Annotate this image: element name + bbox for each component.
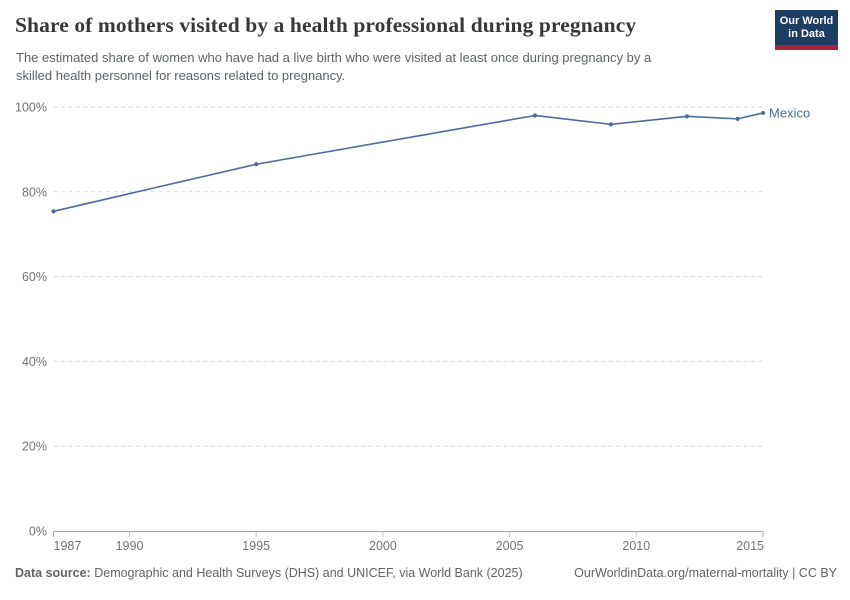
owid-logo: Our World in Data — [775, 10, 838, 50]
data-point — [735, 116, 740, 121]
y-tick-label: 80% — [22, 185, 47, 199]
data-point — [760, 110, 766, 116]
data-source-text: Demographic and Health Surveys (DHS) and… — [94, 566, 523, 580]
y-tick-label: 0% — [29, 525, 47, 539]
owid-logo-line1: Our World — [779, 15, 834, 27]
data-source-label: Data source: — [15, 566, 91, 580]
y-tick-label: 40% — [22, 355, 47, 369]
data-point — [254, 162, 259, 167]
x-tick-label: 1995 — [242, 539, 270, 553]
owid-logo-line2: in Data — [788, 28, 825, 40]
y-tick-label: 60% — [22, 270, 47, 284]
page-title: Share of mothers visited by a health pro… — [15, 13, 637, 37]
data-point — [51, 209, 56, 214]
data-source-note: Data source: Demographic and Health Surv… — [15, 566, 523, 580]
chart-footer: Data source: Demographic and Health Surv… — [15, 566, 837, 580]
line-chart: 0% 20% 40% 60% 80% 100% 1987 1990 1995 2000 2005 20… — [15, 101, 810, 554]
data-point — [532, 113, 538, 118]
y-tick-label: 20% — [22, 440, 47, 454]
y-tick-label: 100% — [15, 101, 47, 115]
x-tick-label: 2000 — [369, 539, 397, 553]
credit-link: OurWorldinData.org/maternal-mortality | … — [574, 566, 837, 580]
x-tick-label: 2005 — [496, 539, 524, 553]
data-line-mexico — [52, 112, 764, 213]
data-point — [684, 114, 690, 119]
data-point — [608, 122, 614, 127]
x-tick-label: 1987 — [54, 539, 82, 553]
entity-label-mexico: Mexico — [769, 105, 810, 120]
x-tick-label: 1990 — [116, 539, 144, 553]
x-tick-label: 2015 — [736, 539, 764, 553]
x-tick-label: 2010 — [622, 539, 650, 553]
page-subtitle: The estimated share of women who have ha… — [16, 50, 652, 83]
